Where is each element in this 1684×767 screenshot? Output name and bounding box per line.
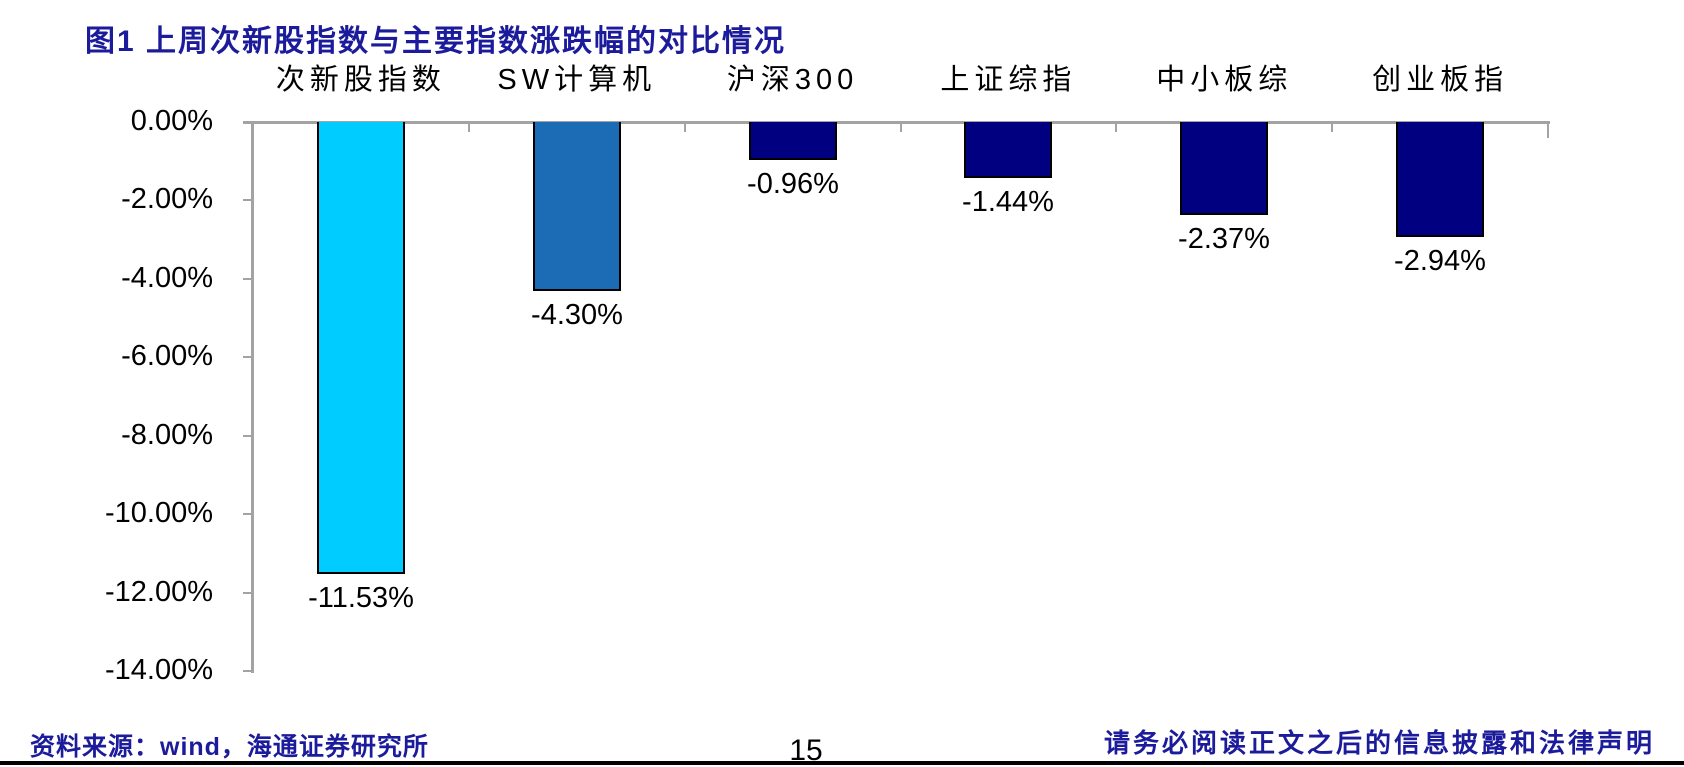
y-axis-tick (243, 277, 253, 280)
bar-value-label: -2.94% (1394, 245, 1486, 277)
y-axis-tick-label: 0.00% (130, 105, 213, 137)
y-axis-tick-label: -8.00% (121, 418, 213, 451)
y-axis-tick (243, 121, 253, 123)
bar-value-label: -1.44% (962, 186, 1054, 218)
category-label: 中小板综 (1156, 64, 1293, 96)
category-label: 次新股指数 (275, 64, 446, 96)
y-axis-tick (243, 591, 253, 594)
y-axis-tick-label: -10.00% (104, 497, 213, 530)
category-label: 沪深300 (726, 64, 859, 96)
bar-value-label: -4.30% (531, 299, 623, 331)
y-axis-tick-label: -14.00% (104, 654, 213, 686)
category-label: SW计算机 (497, 64, 657, 96)
bar-value-label: -11.53% (308, 582, 414, 614)
bar (964, 122, 1052, 178)
category-boundary-tick (1547, 123, 1549, 138)
chart-title: 图1 上周次新股指数与主要指数涨跌幅的对比情况 (85, 25, 787, 58)
category-boundary-tick (899, 123, 902, 132)
bar (1180, 122, 1268, 215)
bar-value-label: -0.96% (747, 168, 839, 200)
y-axis-tick-label: -4.00% (121, 261, 213, 294)
y-axis-tick (243, 670, 253, 672)
category-boundary-tick (683, 123, 686, 132)
bar (1396, 122, 1484, 237)
footer-disclaimer: 请务必阅读正文之后的信息披露和法律声明 (1103, 728, 1655, 758)
footer-source-note: 资料来源：wind，海通证券研究所 (30, 733, 429, 761)
category-boundary-tick (1115, 123, 1118, 132)
category-boundary-tick (1331, 123, 1334, 132)
y-axis-tick-label: -2.00% (121, 183, 213, 216)
y-axis-tick (243, 199, 253, 202)
category-label: 创业板指 (1372, 64, 1509, 96)
bar (749, 122, 837, 160)
bar (317, 122, 405, 574)
category-label: 上证综指 (940, 64, 1077, 96)
y-axis-tick (243, 356, 253, 359)
zero-baseline (243, 121, 1550, 124)
category-boundary-tick (467, 123, 470, 132)
bar (533, 122, 621, 291)
y-axis-tick-label: -12.00% (104, 575, 213, 608)
y-axis-tick (243, 513, 253, 516)
y-axis-tick (243, 434, 253, 437)
y-axis-line (251, 122, 254, 673)
footer-divider (0, 761, 1684, 765)
y-axis-tick-label: -6.00% (121, 340, 213, 373)
bar-value-label: -2.37% (1178, 223, 1270, 255)
